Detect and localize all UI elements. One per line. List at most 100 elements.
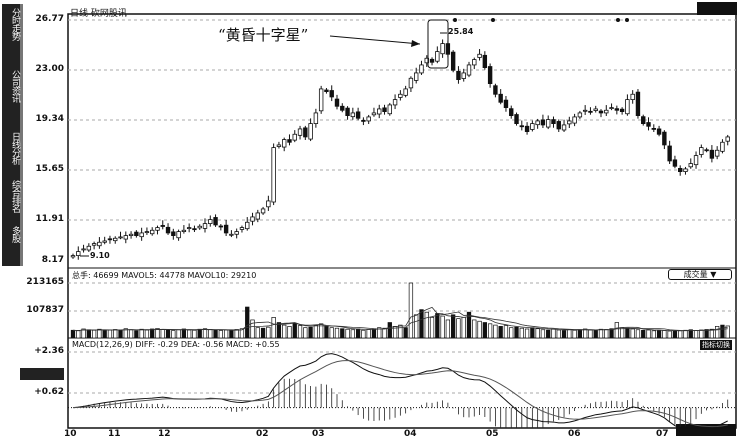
volume-bar — [408, 282, 414, 339]
volume-bar — [451, 314, 456, 339]
candle-up — [255, 212, 260, 220]
candle-up — [155, 227, 160, 231]
volume-bar — [598, 328, 604, 339]
candle-up — [392, 99, 398, 106]
volume-bar — [588, 329, 593, 339]
candle-up — [582, 109, 588, 112]
volume-bar — [239, 328, 245, 339]
candle-down — [656, 128, 662, 135]
sidebar: 分时走势 公司资讯 日线分析 综合排名 多股 — [2, 4, 23, 266]
candle-up — [625, 99, 630, 115]
volume-bar — [466, 311, 472, 339]
volume-bar — [113, 329, 118, 339]
candle-up — [435, 51, 440, 62]
candle-up — [271, 147, 276, 203]
candle-down — [218, 225, 224, 228]
sidebar-tab-ranking[interactable]: 综合排名 — [10, 180, 20, 212]
macd-switch-button[interactable]: 指标切换 — [700, 340, 732, 350]
volume-bar — [593, 329, 598, 339]
candle-down — [303, 127, 308, 138]
candle-down — [619, 108, 625, 112]
volume-bar — [313, 324, 319, 339]
volume-bar — [524, 328, 530, 339]
sidebar-tab-multi[interactable]: 多股 — [10, 226, 20, 242]
candle-up — [530, 123, 535, 130]
top-right-button[interactable] — [697, 2, 737, 15]
evening-star-annotation: “黄昏十字星” — [218, 26, 309, 44]
volume-bar — [715, 326, 720, 339]
candle-up — [683, 168, 688, 173]
candle-up — [186, 227, 192, 230]
candle-up — [250, 216, 255, 222]
candle-up — [413, 72, 419, 81]
volume-bar — [371, 328, 377, 339]
candle-up — [424, 57, 429, 64]
mavol10-line — [72, 311, 728, 331]
candle-up — [239, 227, 245, 230]
candle-down — [192, 228, 197, 231]
volume-bar — [150, 328, 155, 339]
bottom-right-button[interactable] — [676, 424, 736, 436]
candle-up — [308, 123, 313, 140]
candle-up — [281, 139, 287, 148]
candle-down — [456, 70, 461, 81]
candle-down — [493, 85, 498, 95]
volume-bar — [160, 329, 165, 339]
volume-bar — [419, 309, 424, 339]
volume-bar — [355, 328, 361, 339]
volume-bar — [604, 329, 609, 339]
event-dot-icon — [625, 18, 629, 22]
volume-bar — [509, 327, 514, 339]
sidebar-tab-company-news[interactable]: 公司资讯 — [10, 70, 20, 102]
volume-bar — [171, 330, 176, 339]
volume-bar — [609, 328, 614, 339]
candle-up — [139, 232, 144, 238]
volume-bar — [118, 329, 123, 339]
volume-bar — [435, 313, 440, 339]
volume-bar — [403, 327, 408, 339]
candle-down — [524, 125, 530, 133]
candle-up — [535, 120, 540, 126]
candle-up — [128, 233, 134, 236]
volume-bar — [139, 328, 144, 339]
candle-down — [709, 149, 715, 159]
candle-down — [482, 54, 488, 68]
volume-bar — [260, 327, 266, 339]
volume-bar — [81, 328, 86, 339]
candle-down — [429, 58, 435, 63]
candle-down — [160, 225, 165, 227]
x-tick: 02 — [256, 429, 269, 439]
candle-up — [260, 208, 266, 214]
volume-bar — [361, 329, 366, 339]
volume-bar — [646, 329, 651, 339]
candle-up — [630, 93, 635, 101]
volume-bar — [165, 329, 171, 339]
volume-indicator-dropdown[interactable]: 成交量 ▼ — [668, 269, 732, 280]
candle-up — [102, 240, 107, 243]
y-tick: 19.34 — [35, 114, 64, 124]
volume-bar — [472, 319, 477, 339]
candle-up — [144, 231, 150, 234]
volume-bar — [234, 329, 239, 339]
candle-down — [503, 99, 509, 108]
volume-bar — [561, 330, 567, 339]
candle-up — [118, 236, 123, 239]
x-tick: 04 — [404, 429, 417, 439]
candle-up — [472, 59, 477, 66]
candle-down — [223, 224, 229, 234]
volume-bar — [218, 330, 223, 339]
candle-up — [387, 104, 392, 115]
candle-up — [292, 133, 297, 141]
volume-bar — [482, 322, 487, 339]
candle-up — [81, 248, 86, 251]
sidebar-tab-daily-analysis[interactable]: 日线分析 — [10, 132, 20, 164]
candle-up — [234, 231, 239, 235]
volume-bar — [725, 325, 730, 339]
sidebar-tab-intraday[interactable]: 分时走势 — [10, 8, 20, 40]
x-tick: 06 — [568, 429, 581, 439]
chevron-down-icon: ▼ — [710, 270, 717, 279]
y-tick: 23.00 — [35, 64, 64, 74]
volume-bar — [461, 317, 466, 339]
candle-up — [609, 107, 614, 109]
macd-left-tag[interactable] — [20, 368, 64, 380]
